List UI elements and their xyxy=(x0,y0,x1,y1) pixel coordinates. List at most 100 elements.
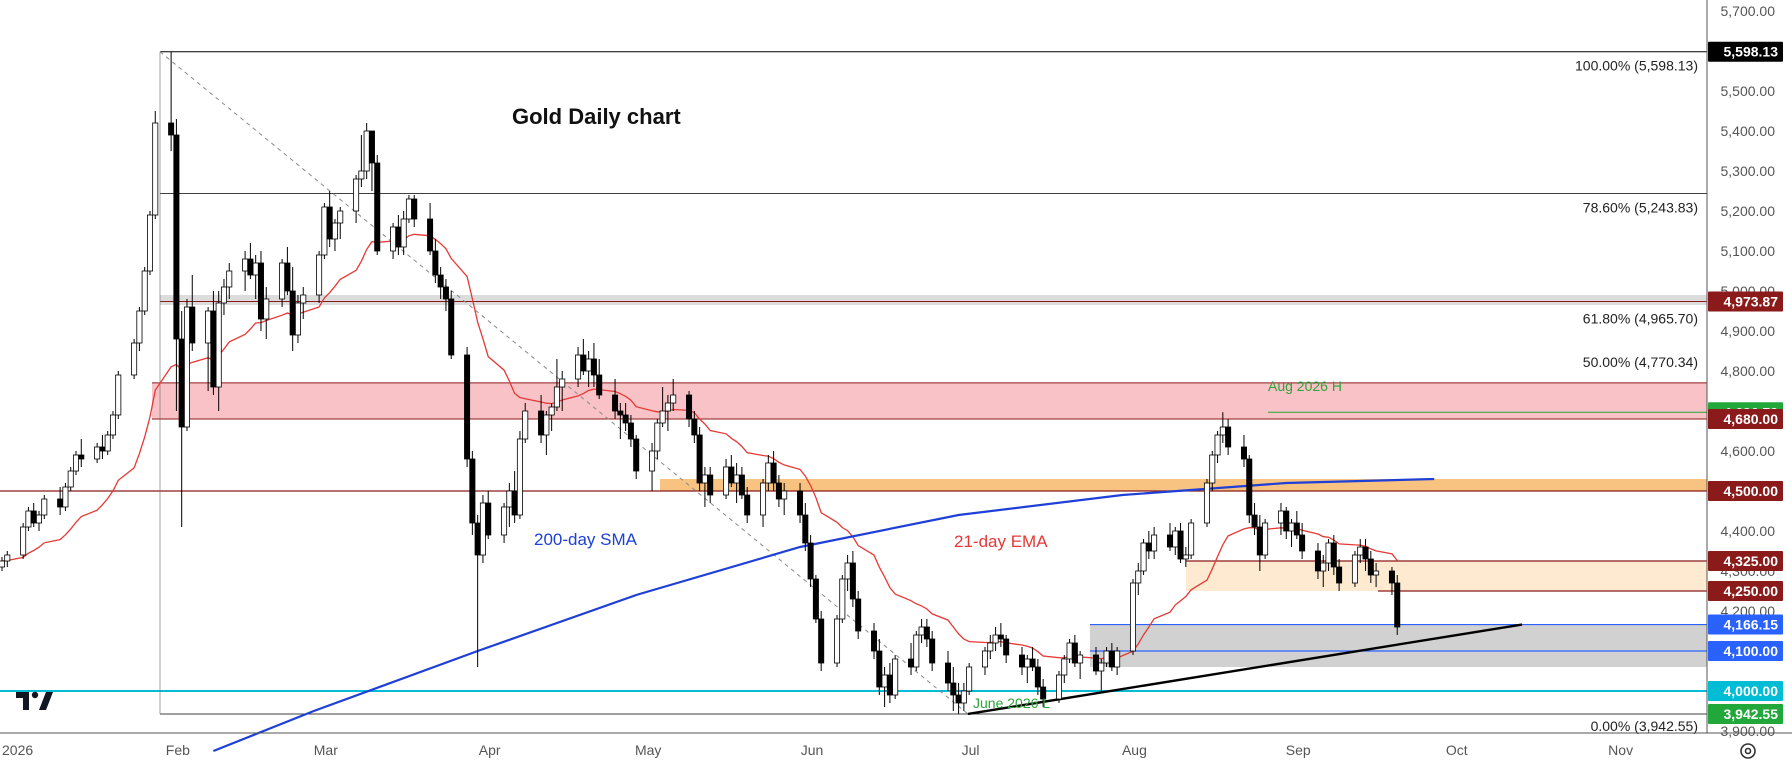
candle xyxy=(210,291,217,395)
candle xyxy=(918,619,925,643)
candle xyxy=(559,371,566,411)
candle-body xyxy=(474,522,481,556)
price-tag: 4,100.00 xyxy=(1708,641,1783,661)
candle xyxy=(263,287,270,339)
candle xyxy=(908,643,915,675)
candle xyxy=(1246,455,1253,523)
candle-body xyxy=(25,510,32,528)
candle xyxy=(627,415,634,447)
candle-body xyxy=(294,302,301,336)
candle xyxy=(543,411,550,455)
candle-body xyxy=(94,446,101,460)
candle-body xyxy=(374,162,381,252)
candle-body xyxy=(913,634,920,668)
candle xyxy=(189,275,196,351)
candle-body xyxy=(1367,558,1374,576)
candle xyxy=(0,557,5,571)
candle-body xyxy=(1003,638,1010,656)
candle xyxy=(966,663,973,695)
candle xyxy=(4,551,11,567)
price-tag-label: 4,000.00 xyxy=(1724,683,1779,699)
candle xyxy=(173,119,180,411)
candle-body xyxy=(1388,570,1395,584)
fib-label-0: 100.00% (5,598.13) xyxy=(1575,58,1698,74)
price-tag-label: 4,500.00 xyxy=(1724,483,1779,499)
candle-body xyxy=(892,658,899,696)
candle-body xyxy=(691,418,698,436)
candle xyxy=(1330,535,1337,575)
candle xyxy=(109,411,116,439)
low-annotation: June 2026 L xyxy=(973,695,1050,711)
zone-4 xyxy=(160,295,1707,305)
candle-body xyxy=(326,206,333,240)
candle xyxy=(205,307,212,391)
candle-body xyxy=(109,414,116,436)
candle xyxy=(728,455,735,487)
candle xyxy=(585,351,592,387)
candle-body xyxy=(844,562,851,580)
candle-body xyxy=(210,310,217,388)
price-tag-bg xyxy=(1708,551,1783,571)
settings-icon[interactable] xyxy=(1740,743,1756,759)
candle xyxy=(1299,523,1306,559)
price-tag-label: 4,166.15 xyxy=(1724,617,1779,633)
candle-body xyxy=(226,270,233,288)
candle-body xyxy=(1320,562,1327,572)
candle xyxy=(358,135,365,187)
candle-body xyxy=(263,298,270,320)
candle xyxy=(1056,671,1063,703)
candle xyxy=(844,555,851,591)
candle-body xyxy=(1056,674,1063,700)
y-tick-label: 5,500.00 xyxy=(1721,83,1776,99)
candle xyxy=(760,479,767,527)
candle-body xyxy=(770,462,777,484)
candle xyxy=(802,503,809,551)
candle xyxy=(696,427,703,491)
candle-body xyxy=(596,374,603,396)
candle xyxy=(659,387,666,427)
candle xyxy=(929,631,936,671)
candle xyxy=(982,647,989,675)
candle-body xyxy=(585,358,592,372)
candle xyxy=(300,287,307,319)
candle-body xyxy=(781,490,788,500)
candle xyxy=(1288,519,1295,547)
candle xyxy=(950,667,957,711)
candle xyxy=(1362,539,1369,571)
candle-body xyxy=(945,662,952,684)
candle xyxy=(67,467,74,491)
candle xyxy=(99,435,106,459)
candle-body xyxy=(765,462,772,484)
candle-body xyxy=(368,130,375,164)
candle-body xyxy=(649,450,656,472)
candle-body xyxy=(1129,582,1136,652)
candle xyxy=(992,627,999,651)
candle xyxy=(654,419,661,459)
candle xyxy=(1214,431,1221,463)
candle-body xyxy=(131,342,138,376)
candle-body xyxy=(1251,514,1258,528)
candle-body xyxy=(575,354,582,380)
candle xyxy=(257,251,264,331)
candle-body xyxy=(590,358,597,376)
candle-body xyxy=(987,642,994,652)
candle xyxy=(395,215,402,255)
candle xyxy=(1182,547,1189,567)
candle-body xyxy=(1325,542,1332,564)
candle-body xyxy=(871,630,878,652)
candle xyxy=(146,211,153,275)
x-tick-label: 2026 xyxy=(2,742,33,758)
candle xyxy=(1277,503,1284,535)
candle-body xyxy=(807,542,814,580)
x-tick-label: Mar xyxy=(314,742,338,758)
candle-body xyxy=(1203,482,1210,524)
candle xyxy=(437,267,444,299)
candle xyxy=(923,619,930,647)
candle-body xyxy=(437,274,444,288)
candle xyxy=(294,295,301,343)
candle xyxy=(871,623,878,659)
candle-body xyxy=(1077,654,1084,664)
candle-body xyxy=(469,458,476,524)
x-tick-label: Jul xyxy=(962,742,980,758)
